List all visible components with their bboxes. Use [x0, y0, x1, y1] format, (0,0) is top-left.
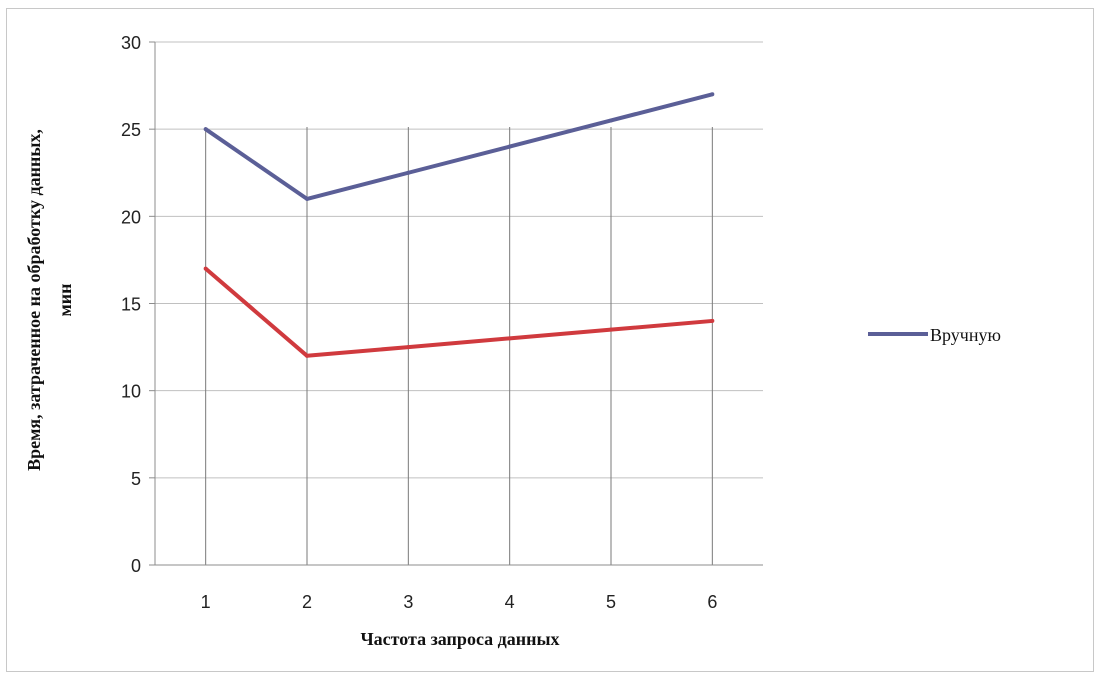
y-tick-label: 15 — [121, 295, 141, 315]
y-tick-label: 5 — [131, 469, 141, 489]
legend-label-vruchnuyu: Вручную — [930, 325, 1001, 345]
x-tick-label: 5 — [606, 592, 616, 612]
legend: Вручную — [868, 325, 1001, 345]
y-tick-label: 30 — [121, 33, 141, 53]
x-tick-label: 2 — [302, 592, 312, 612]
data-point — [609, 327, 613, 332]
x-tick-label: 3 — [403, 592, 413, 612]
series-line-2 — [204, 267, 713, 358]
y-tick-label: 25 — [121, 120, 141, 140]
data-point — [609, 118, 613, 123]
y-axis-title-line-1: Время, затраченное на обработку данных, — [24, 129, 44, 471]
data-point — [406, 170, 411, 175]
y-tick-label: 0 — [131, 556, 141, 576]
data-point — [203, 266, 208, 271]
x-axis-title: Частота запроса данных — [360, 629, 559, 649]
data-point — [710, 318, 715, 323]
data-point — [507, 336, 512, 341]
data-point — [507, 144, 512, 149]
data-point — [305, 196, 309, 201]
x-tick-label: 4 — [505, 592, 515, 612]
x-tick-labels: 1 2 3 4 5 6 — [201, 592, 718, 612]
data-point — [710, 92, 715, 97]
y-axis-title-line-2: мин — [55, 283, 75, 316]
y-tick-labels: 0 5 10 15 20 25 30 — [121, 33, 155, 576]
series-lines — [203, 92, 715, 358]
x-tick-label: 6 — [707, 592, 717, 612]
data-point — [406, 345, 411, 350]
y-tick-label: 20 — [121, 207, 141, 227]
series-line-1 — [204, 92, 713, 201]
y-axis-title: Время, затраченное на обработку данных, … — [24, 129, 75, 471]
chart-frame — [6, 8, 1094, 672]
data-point — [305, 353, 309, 358]
data-point — [203, 127, 208, 132]
y-tick-label: 10 — [121, 382, 141, 402]
x-tick-label: 1 — [201, 592, 211, 612]
